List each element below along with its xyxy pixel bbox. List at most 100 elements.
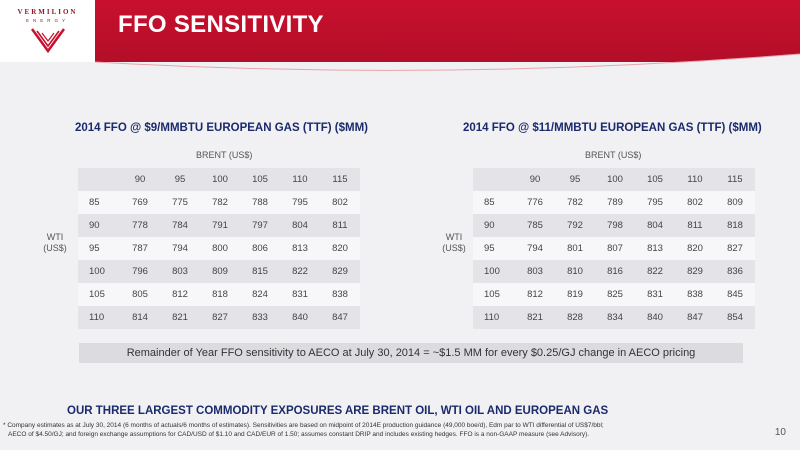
table-cell: 819 [555,283,595,306]
table-row: 95 787 794 800 806 813 820 [78,237,360,260]
table-row: 85 769 775 782 788 795 802 [78,191,360,214]
table-cell: 814 [120,306,160,329]
table-cell: 838 [675,283,715,306]
table-cell: 802 [320,191,360,214]
row-header: 100 [473,260,515,283]
table-cell: 827 [200,306,240,329]
aeco-sensitivity-note: Remainder of Year FFO sensitivity to AEC… [79,343,743,363]
table-cell: 804 [280,214,320,237]
logo-name: VERMILION [17,8,78,16]
table-cell: 789 [595,191,635,214]
footnote-line: AECO of $4.50/GJ; and foreign exchange a… [8,431,590,438]
table-cell: 820 [675,237,715,260]
table-cell: 809 [715,191,755,214]
column-header: 105 [240,168,280,191]
table-cell: 791 [200,214,240,237]
table-row: 110 821 828 834 840 847 854 [473,306,755,329]
left-wti-label: WTI (US$) [43,232,67,253]
table-cell: 831 [280,283,320,306]
table-cell: 813 [635,237,675,260]
table-cell: 802 [675,191,715,214]
table-cell: 836 [715,260,755,283]
table-cell: 784 [160,214,200,237]
table-cell: 800 [200,237,240,260]
page-number: 10 [774,427,786,438]
logo: VERMILION ENERGY [0,0,95,62]
table-cell: 794 [160,237,200,260]
column-header: 95 [555,168,595,191]
column-header: 90 [515,168,555,191]
table-cell: 840 [280,306,320,329]
row-header: 85 [78,191,120,214]
table-cell: 822 [635,260,675,283]
column-header: 90 [120,168,160,191]
column-header: 100 [200,168,240,191]
table-cell: 833 [240,306,280,329]
column-header: 95 [160,168,200,191]
table-row: 100 803 810 816 822 829 836 [473,260,755,283]
table-cell: 787 [120,237,160,260]
table-row: 100 796 803 809 815 822 829 [78,260,360,283]
table-cell: 827 [715,237,755,260]
table-cell: 847 [675,306,715,329]
table-row: 95 794 801 807 813 820 827 [473,237,755,260]
row-header: 90 [473,214,515,237]
column-header: 105 [635,168,675,191]
table-row: 90 778 784 791 797 804 811 [78,214,360,237]
row-header: 105 [78,283,120,306]
column-header: 110 [675,168,715,191]
row-header: 105 [473,283,515,306]
column-header: 115 [320,168,360,191]
row-header: 95 [473,237,515,260]
table-cell: 795 [635,191,675,214]
table-cell: 829 [675,260,715,283]
table-header-row: 90 95 100 105 110 115 [473,168,755,191]
table-row: 85 776 782 789 795 802 809 [473,191,755,214]
table-cell: 769 [120,191,160,214]
table-cell: 778 [120,214,160,237]
table-cell: 824 [240,283,280,306]
table-row: 105 805 812 818 824 831 838 [78,283,360,306]
table-cell: 775 [160,191,200,214]
table-cell: 797 [240,214,280,237]
table-cell: 831 [635,283,675,306]
table-cell: 834 [595,306,635,329]
logo-sub: ENERGY [25,18,69,23]
table-cell: 785 [515,214,555,237]
table-cell: 847 [320,306,360,329]
table-cell: 812 [160,283,200,306]
table-header-row: 90 95 100 105 110 115 [78,168,360,191]
exposure-heading: OUR THREE LARGEST COMMODITY EXPOSURES AR… [67,405,609,417]
right-wti-label: WTI (US$) [442,232,466,253]
table-cell: 782 [555,191,595,214]
table-cell: 838 [320,283,360,306]
table-cell: 821 [160,306,200,329]
table-cell: 815 [240,260,280,283]
header-curve [94,53,800,78]
table-cell: 796 [120,260,160,283]
table-cell: 822 [280,260,320,283]
table-cell: 798 [595,214,635,237]
row-header: 85 [473,191,515,214]
footnote: * Company estimates as at July 30, 2014 … [3,421,743,439]
left-brent-label: BRENT (US$) [196,150,253,160]
column-header: 110 [280,168,320,191]
logo-emblem-icon [30,28,66,53]
table-cell: 811 [320,214,360,237]
table-cell: 818 [200,283,240,306]
table-cell: 788 [240,191,280,214]
table-cell: 818 [715,214,755,237]
table-cell: 807 [595,237,635,260]
table-cell: 812 [515,283,555,306]
column-header: 115 [715,168,755,191]
page-title: FFO SENSITIVITY [118,11,324,38]
table-cell: 825 [595,283,635,306]
table-cell: 801 [555,237,595,260]
table-cell: 809 [200,260,240,283]
table-cell: 782 [200,191,240,214]
table-cell: 854 [715,306,755,329]
table-row: 110 814 821 827 833 840 847 [78,306,360,329]
table-cell: 795 [280,191,320,214]
table-cell: 828 [555,306,595,329]
table-cell: 803 [515,260,555,283]
